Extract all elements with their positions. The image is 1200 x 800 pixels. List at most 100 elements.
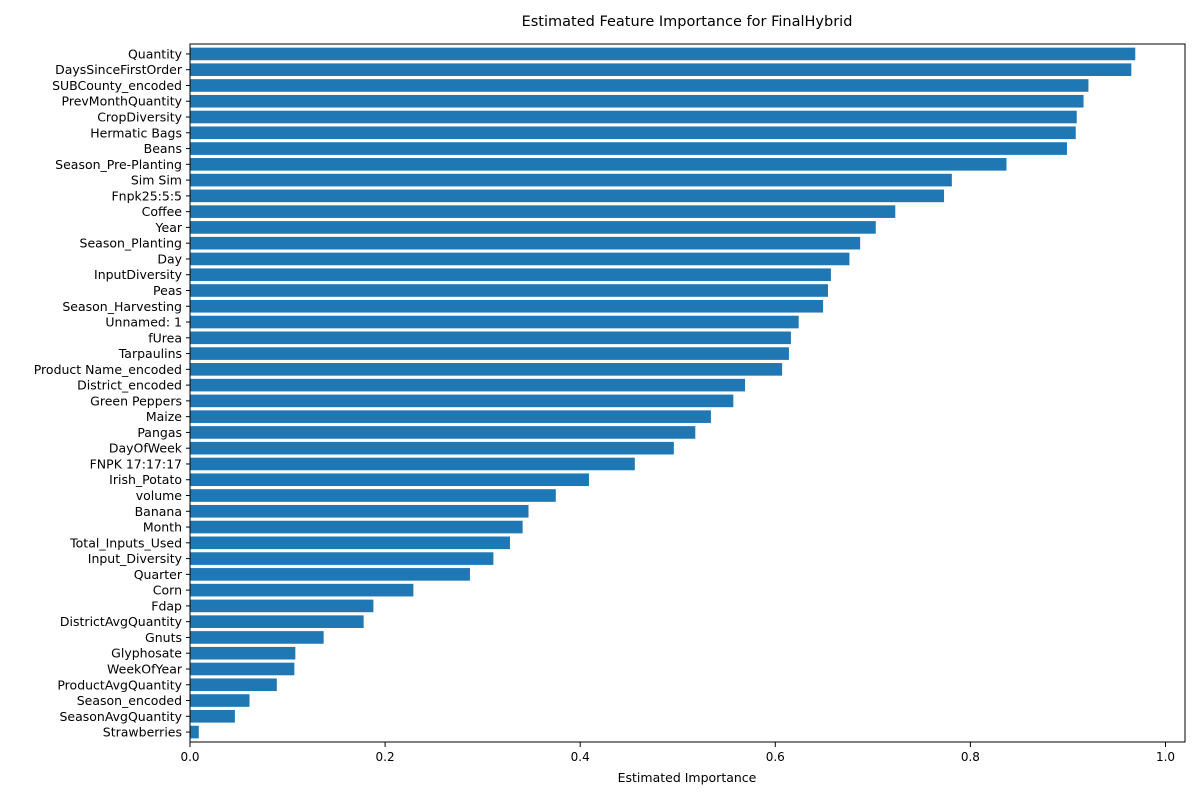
x-tick-label-1: 0.2 (376, 750, 395, 764)
category-label-5: Hermatic Bags (90, 125, 182, 140)
category-label-14: InputDiversity (94, 267, 183, 282)
bar-4 (190, 110, 1077, 124)
bar-26 (190, 457, 635, 471)
category-label-34: Corn (153, 583, 182, 598)
bar-2 (190, 79, 1089, 92)
category-label-19: Tarpaulins (118, 346, 182, 361)
bar-9 (190, 189, 945, 203)
category-label-25: DayOfWeek (109, 441, 183, 456)
category-label-1: DaysSinceFirstOrder (55, 62, 183, 77)
bar-6 (190, 142, 1067, 155)
bar-33 (190, 568, 470, 581)
bar-15 (190, 284, 828, 297)
chart-title: Estimated Feature Importance for FinalHy… (522, 14, 853, 30)
bar-20 (190, 363, 783, 376)
bar-11 (190, 221, 876, 234)
bar-42 (190, 709, 235, 723)
x-tick-label-2: 0.4 (571, 750, 590, 764)
bar-13 (190, 252, 850, 266)
bar-37 (190, 631, 324, 644)
bar-17 (190, 315, 799, 329)
category-label-41: Season_encoded (77, 693, 182, 708)
bar-29 (190, 504, 529, 518)
category-label-9: Fnpk25:5:5 (111, 188, 182, 203)
bar-14 (190, 268, 831, 282)
category-label-39: WeekOfYear (107, 661, 183, 676)
category-label-43: Strawberries (103, 725, 182, 740)
category-label-13: Day (157, 251, 182, 266)
category-label-8: Sim Sim (131, 173, 182, 188)
bar-27 (190, 473, 589, 487)
bar-38 (190, 646, 296, 660)
bar-18 (190, 331, 791, 345)
category-label-22: Green Peppers (90, 393, 182, 408)
bar-24 (190, 426, 696, 439)
x-tick-label-4: 0.8 (961, 750, 980, 764)
category-label-11: Year (155, 220, 183, 235)
category-label-37: Gnuts (145, 630, 182, 645)
category-label-28: volume (136, 488, 183, 503)
category-label-24: Pangas (137, 425, 182, 440)
x-axis-label: Estimated Importance (618, 770, 757, 785)
category-label-17: Unnamed: 1 (105, 315, 182, 330)
plot-frame (189, 43, 1186, 743)
bar-31 (190, 536, 510, 550)
bar-32 (190, 552, 494, 565)
category-label-21: District_encoded (77, 378, 182, 393)
bar-23 (190, 410, 711, 423)
bar-1 (190, 63, 1132, 77)
bar-36 (190, 615, 364, 628)
category-label-36: DistrictAvgQuantity (60, 614, 183, 629)
bar-34 (190, 583, 414, 597)
category-label-38: Glyphosate (111, 646, 182, 661)
category-label-29: Banana (135, 504, 182, 519)
category-label-26: FNPK 17:17:17 (90, 456, 182, 471)
category-label-0: Quantity (128, 46, 183, 61)
x-tick-label-0: 0.0 (180, 750, 199, 764)
x-tick-label-3: 0.6 (766, 750, 785, 764)
bar-39 (190, 662, 295, 676)
bar-5 (190, 126, 1076, 140)
category-label-3: PrevMonthQuantity (62, 94, 183, 109)
bar-7 (190, 158, 1007, 171)
category-label-10: Coffee (142, 204, 183, 219)
category-label-23: Maize (146, 409, 182, 424)
category-label-16: Season_Harvesting (62, 299, 182, 314)
category-label-42: SeasonAvgQuantity (59, 709, 182, 724)
bar-28 (190, 489, 556, 502)
bar-3 (190, 94, 1084, 108)
bar-22 (190, 394, 734, 408)
category-label-35: Fdap (151, 598, 182, 613)
category-label-31: Total_Inputs_Used (69, 535, 182, 550)
category-label-30: Month (143, 520, 182, 535)
x-tick-label-5: 1.0 (1156, 750, 1175, 764)
category-label-4: CropDiversity (97, 110, 182, 125)
bar-10 (190, 205, 896, 218)
category-label-33: Quarter (134, 567, 183, 582)
category-label-7: Season_Pre-Planting (55, 157, 182, 172)
bar-40 (190, 678, 277, 692)
category-label-2: SUBCounty_encoded (52, 78, 182, 93)
category-label-40: ProductAvgQuantity (57, 677, 182, 692)
category-label-27: Irish_Potato (109, 472, 182, 487)
bar-0 (190, 47, 1136, 61)
bar-41 (190, 694, 250, 707)
bar-16 (190, 299, 824, 313)
category-label-6: Beans (144, 141, 182, 156)
bar-12 (190, 236, 861, 250)
bar-25 (190, 441, 674, 455)
category-label-20: Product Name_encoded (34, 362, 182, 377)
bars-group (190, 47, 1136, 739)
bar-19 (190, 347, 789, 360)
bar-43 (190, 725, 199, 739)
bar-35 (190, 599, 374, 613)
bar-8 (190, 173, 952, 187)
bar-30 (190, 520, 523, 534)
category-label-15: Peas (153, 283, 182, 298)
category-label-32: Input_Diversity (88, 551, 183, 566)
category-labels: QuantityDaysSinceFirstOrderSUBCounty_enc… (34, 46, 190, 740)
x-axis: 0.0 0.2 0.4 0.6 0.8 1.0 (180, 742, 1175, 764)
bar-21 (190, 378, 746, 392)
category-label-12: Season_Planting (80, 236, 182, 251)
